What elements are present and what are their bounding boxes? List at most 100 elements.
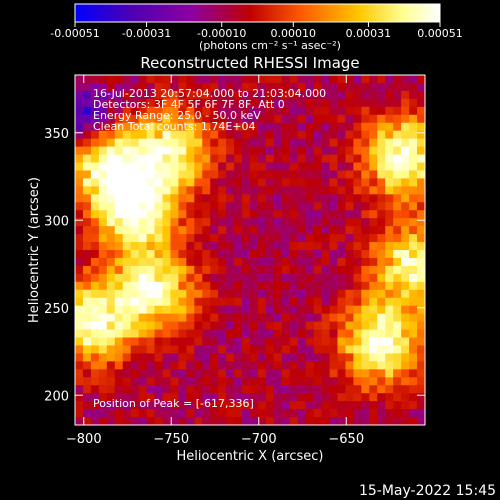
heatmap-cell <box>106 82 116 92</box>
heatmap-cell <box>186 417 195 426</box>
heatmap-cell <box>321 297 330 307</box>
heatmap-cell <box>321 289 330 299</box>
heatmap-cell <box>114 82 124 92</box>
heatmap-cell <box>178 257 187 267</box>
heatmap-cell <box>329 234 338 243</box>
heatmap-cell <box>75 170 84 179</box>
heatmap-cell <box>313 90 322 100</box>
heatmap-cell <box>218 409 227 418</box>
heatmap-cell <box>305 242 315 251</box>
heatmap-cell <box>98 226 108 235</box>
heatmap-cell <box>353 178 362 187</box>
heatmap-cell <box>98 170 108 179</box>
heatmap-cell <box>218 289 227 299</box>
heatmap-cell <box>146 297 155 307</box>
heatmap-cell <box>281 369 291 378</box>
heatmap-cell <box>369 361 378 370</box>
heatmap-cell <box>138 345 147 354</box>
heatmap-cell <box>130 281 140 291</box>
heatmap-cell <box>321 226 330 235</box>
heatmap-cell <box>273 321 283 330</box>
heatmap-cell <box>226 186 235 195</box>
heatmap-cell <box>393 178 402 187</box>
heatmap-cell <box>202 273 211 283</box>
heatmap-cell <box>393 82 402 92</box>
heatmap-cell <box>162 178 171 187</box>
heatmap-cell <box>122 114 132 124</box>
heatmap-cell <box>146 289 155 299</box>
heatmap-cell <box>321 281 330 291</box>
heatmap-cell <box>234 305 243 315</box>
heatmap-cell <box>305 218 315 227</box>
heatmap-cell <box>242 257 251 267</box>
heatmap-cell <box>369 162 378 171</box>
heatmap-cell <box>178 345 187 354</box>
heatmap-cell <box>234 218 243 227</box>
heatmap-cell <box>234 297 243 307</box>
heatmap-cell <box>210 106 219 116</box>
heatmap-cell <box>417 82 426 92</box>
heatmap-cell <box>82 122 92 132</box>
heatmap-cell <box>409 281 418 291</box>
heatmap-cell <box>234 130 243 140</box>
heatmap-cell <box>401 226 410 235</box>
heatmap-cell <box>178 202 187 211</box>
heatmap-cell <box>138 297 147 307</box>
heatmap-cell <box>353 361 362 370</box>
heatmap-cell <box>257 289 267 299</box>
heatmap-cell <box>162 194 171 203</box>
heatmap-cell <box>218 202 227 211</box>
heatmap-cell <box>250 90 259 100</box>
heatmap-cell <box>369 417 378 426</box>
heatmap-cell <box>242 353 251 362</box>
heatmap-cell <box>242 337 251 346</box>
heatmap-cell <box>409 226 418 235</box>
heatmap-cell <box>114 90 124 100</box>
heatmap-cell <box>337 106 346 116</box>
heatmap-cell <box>122 186 132 195</box>
heatmap-cell <box>329 257 338 267</box>
heatmap-cell <box>210 234 219 243</box>
heatmap-cell <box>401 75 410 84</box>
heatmap-cell <box>281 329 291 338</box>
heatmap-cell <box>337 329 346 338</box>
heatmap-cell <box>218 265 227 275</box>
heatmap-cell <box>186 130 195 140</box>
heatmap-cell <box>321 75 330 84</box>
heatmap-cell <box>146 146 155 155</box>
heatmap-cell <box>130 393 140 402</box>
heatmap-cell <box>273 194 283 203</box>
heatmap-cell <box>385 345 394 354</box>
heatmap-cell <box>265 178 275 187</box>
heatmap-cell <box>273 186 283 195</box>
heatmap-cell <box>289 234 299 243</box>
heatmap-cell <box>401 90 410 100</box>
heatmap-cell <box>210 281 219 291</box>
heatmap-cell <box>170 401 179 410</box>
heatmap-cell <box>226 122 235 132</box>
heatmap-cell <box>409 234 418 243</box>
heatmap-cell <box>234 281 243 291</box>
heatmap-cell <box>377 281 386 291</box>
heatmap-cell <box>385 417 394 426</box>
heatmap-cell <box>337 75 346 84</box>
heatmap-cell <box>202 345 211 354</box>
heatmap-cell <box>178 409 187 418</box>
heatmap-cell <box>265 114 275 124</box>
heatmap-cell <box>377 297 386 307</box>
heatmap-cell <box>297 361 307 370</box>
heatmap-cell <box>82 170 92 179</box>
heatmap-cell <box>305 234 315 243</box>
heatmap-cell <box>226 138 235 147</box>
heatmap-cell <box>337 385 346 394</box>
heatmap-cell <box>401 321 410 330</box>
heatmap-cell <box>289 154 299 163</box>
heatmap-cell <box>234 170 243 179</box>
heatmap-cell <box>369 401 378 410</box>
heatmap-cell <box>90 226 100 235</box>
heatmap-cell <box>146 106 155 116</box>
heatmap-cell <box>385 242 394 251</box>
heatmap-cell <box>345 114 354 124</box>
heatmap-cell <box>257 154 267 163</box>
heatmap-cell <box>377 138 386 147</box>
